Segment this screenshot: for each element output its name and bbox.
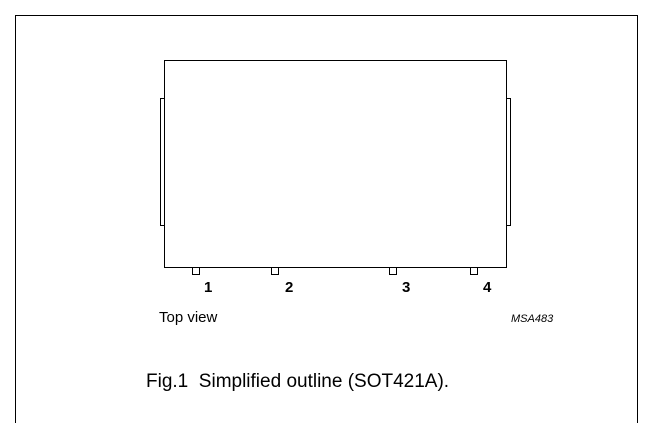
left-side-tab [160,98,165,226]
top-view-label: Top view [159,309,218,326]
pin-2-lead [271,267,279,275]
package-body [164,60,507,268]
right-side-tab [506,98,511,226]
pin-3-lead [389,267,397,275]
frame-border [15,15,638,423]
pin-2-number: 2 [285,279,294,296]
pin-4-number: 4 [483,279,492,296]
drawing-code-label: MSA483 [511,313,554,325]
pin-3-number: 3 [402,279,411,296]
pin-4-lead [470,267,478,275]
pin-1-number: 1 [204,279,213,296]
figure-caption: Fig.1 Simplified outline (SOT421A). [146,371,450,392]
pin-1-lead [192,267,200,275]
